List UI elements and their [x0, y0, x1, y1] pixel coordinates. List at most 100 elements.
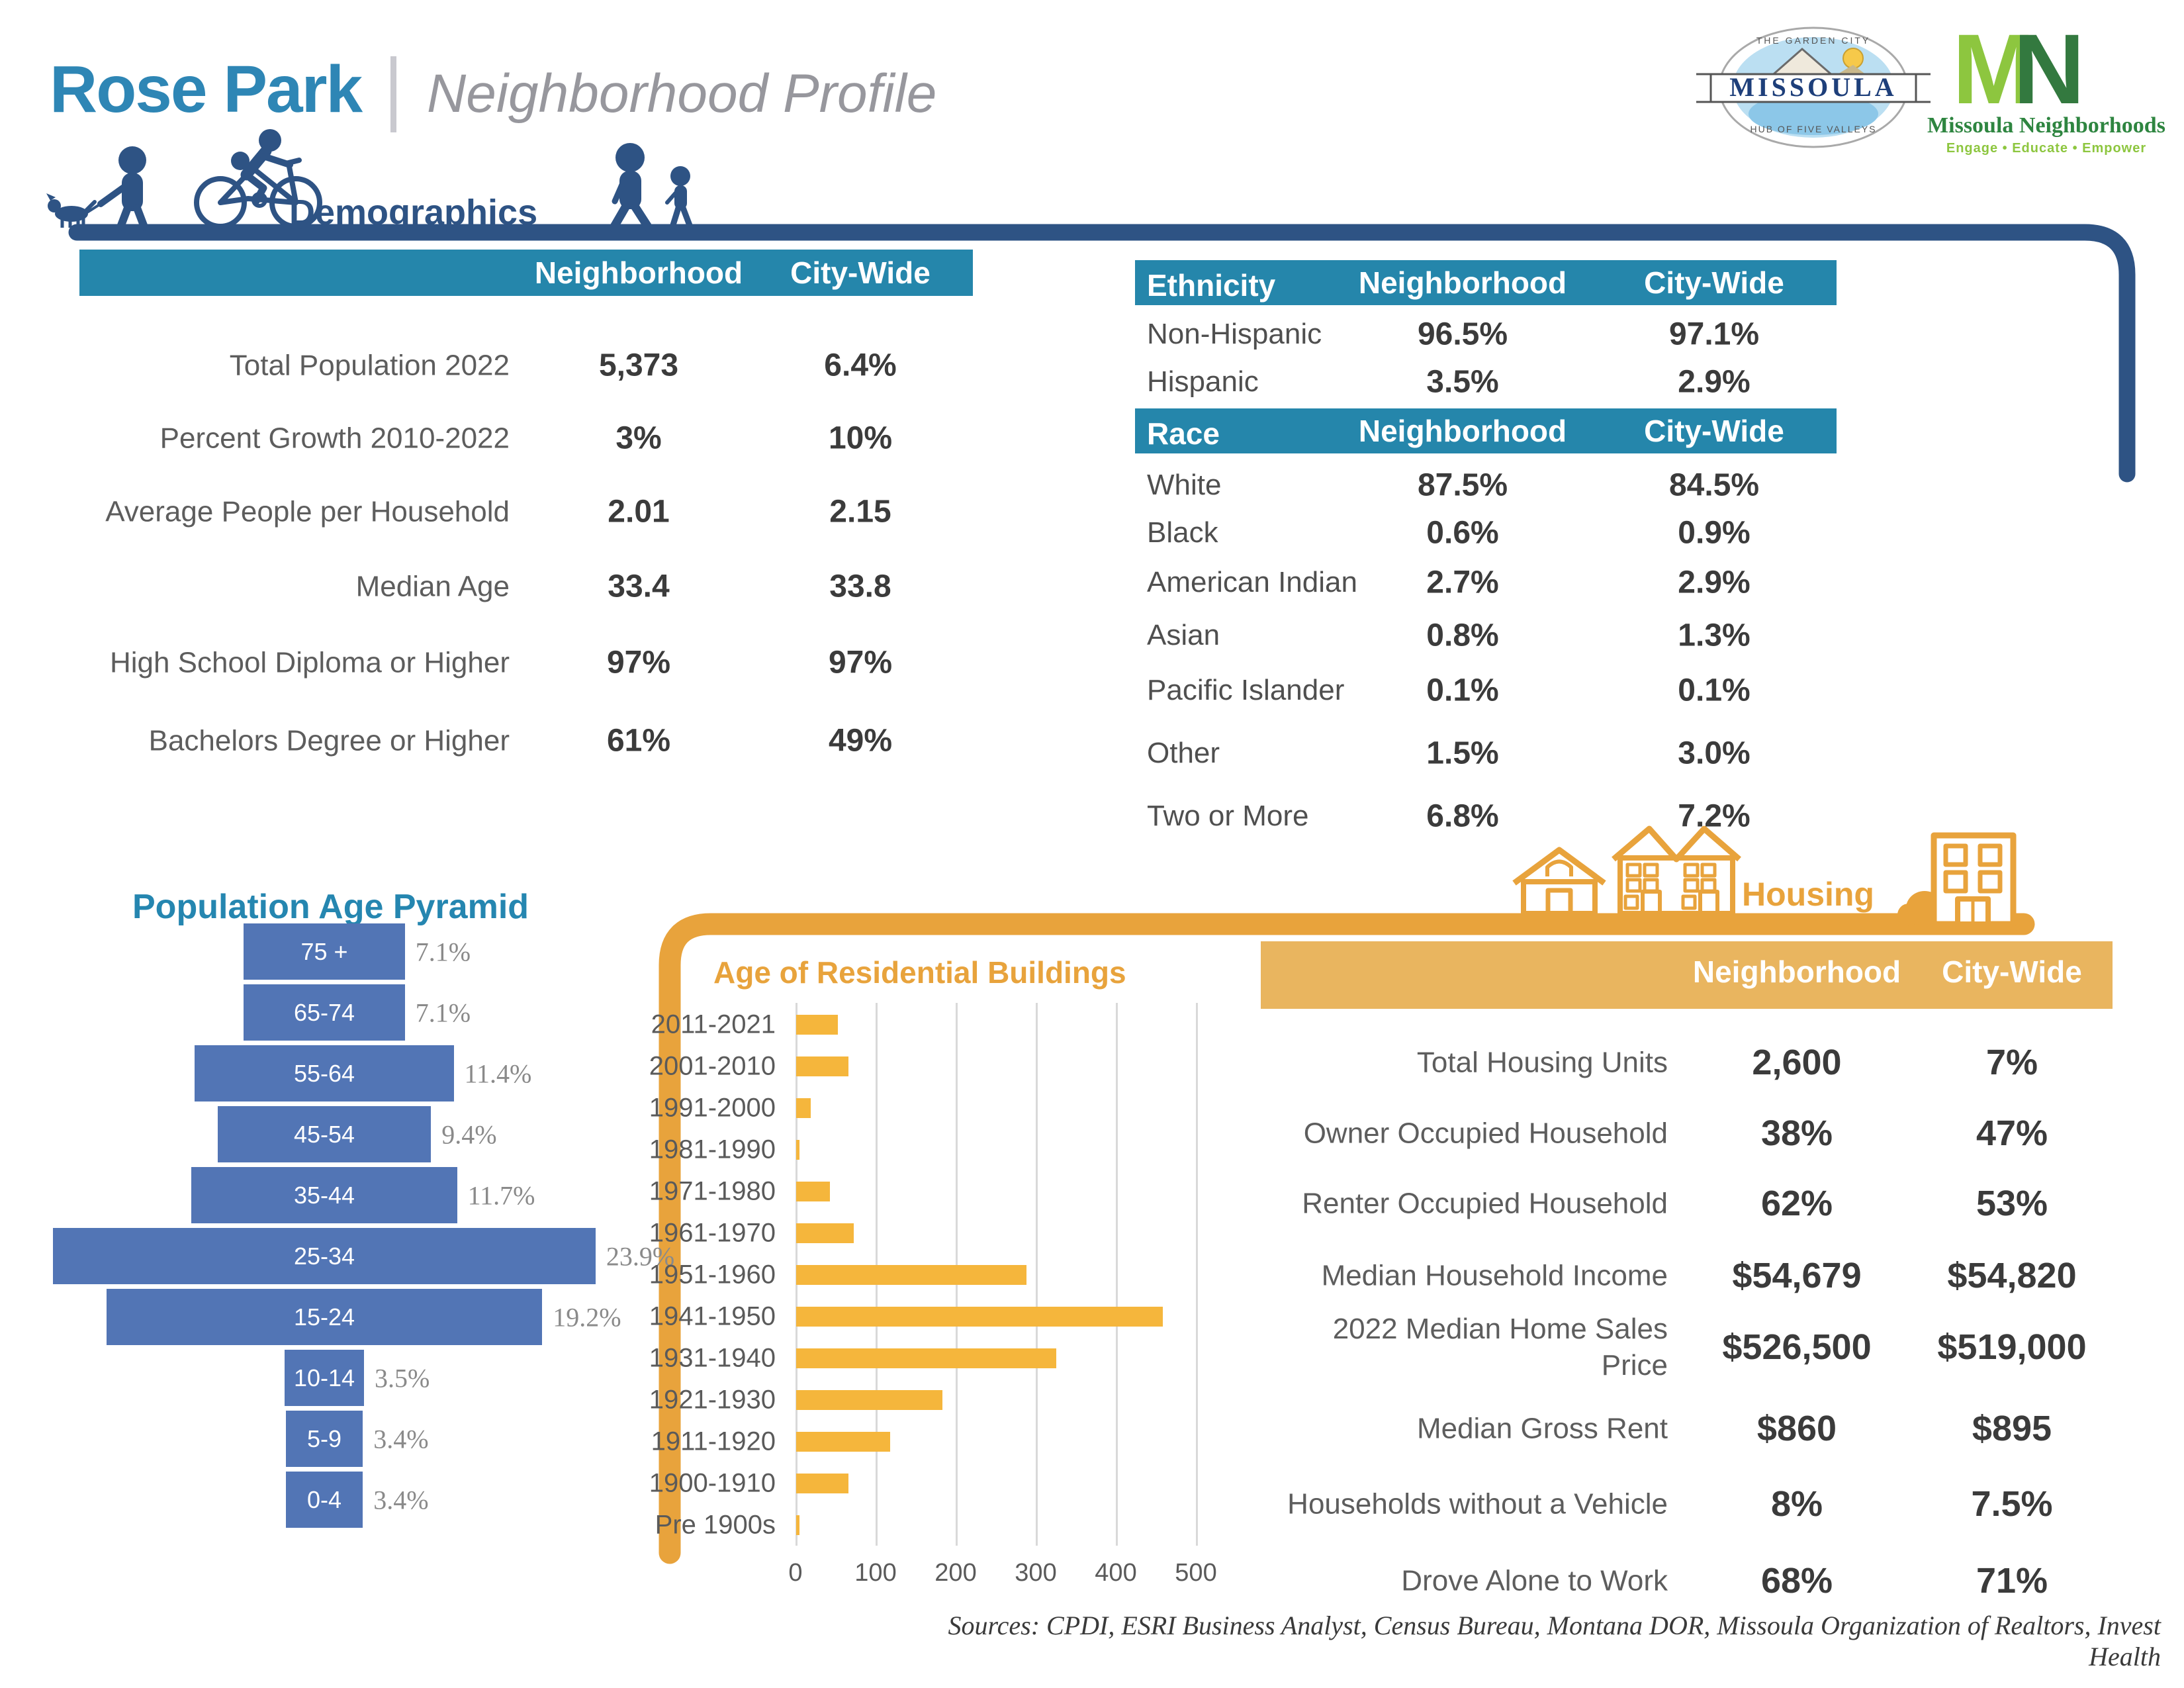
chart-gridline	[1196, 1003, 1198, 1546]
chart-category-label: 1921-1930	[649, 1385, 776, 1415]
race-neighborhood-value: 6.8%	[1426, 798, 1499, 834]
chart-bar	[796, 1140, 799, 1160]
chart-bar	[796, 1307, 1163, 1327]
pyramid-bar-percent: 9.4%	[441, 1119, 497, 1149]
race-citywide-value: 7.2%	[1678, 798, 1751, 834]
demographics-citywide-value: 49%	[828, 723, 893, 759]
pyramid-bar-label: 10-14	[293, 1364, 355, 1391]
housing-citywide-value: $895	[1972, 1409, 2052, 1448]
demographics-neighborhood-value: 3%	[615, 420, 662, 456]
race-neighborhood-value: 2.7%	[1426, 565, 1499, 600]
demographics-row-label: Percent Growth 2010-2022	[159, 422, 510, 455]
chart-category-label: 2011-2021	[651, 1009, 776, 1039]
chart-x-tick: 100	[854, 1559, 897, 1587]
pyramid-bar: 35-44	[191, 1167, 457, 1223]
chart-category-label: 1941-1950	[649, 1301, 776, 1331]
demographics-neighborhood-value: 33.4	[608, 569, 670, 604]
chart-bar	[796, 1223, 854, 1243]
missoula-neighborhoods-logo: M N Missoula Neighborhoods Engage • Educ…	[1927, 13, 2165, 156]
pyramid-bar-label: 0-4	[306, 1485, 341, 1513]
cyclist-icon	[194, 129, 322, 229]
housing-pipe-border	[659, 913, 2035, 1564]
chart-category-label: 1900-1910	[649, 1468, 776, 1498]
demographics-row-label: High School Diploma or Higher	[109, 646, 510, 679]
pyramid-bar: 45-54	[217, 1106, 432, 1162]
housing-col-citywide: City-Wide	[1942, 955, 2082, 989]
pyramid-bar: 25-34	[53, 1228, 596, 1284]
pyramid-bar-label: 15-24	[293, 1303, 355, 1331]
housing-neighborhood-value: $54,679	[1732, 1256, 1862, 1295]
chart-gridline	[1036, 1003, 1038, 1546]
chart-gridline	[1116, 1003, 1118, 1546]
chart-category-label: 1951-1960	[649, 1260, 776, 1289]
housing-neighborhood-value: 38%	[1760, 1113, 1833, 1153]
chart-category-label: 1981-1990	[649, 1135, 776, 1164]
housing-neighborhood-value: $526,500	[1722, 1327, 1872, 1367]
ethnicity-row-label: Hispanic	[1147, 365, 1259, 398]
svg-text:Engage • Educate • Empower: Engage • Educate • Empower	[1946, 141, 2146, 156]
svg-text:Missoula Neighborhoods: Missoula Neighborhoods	[1927, 113, 2165, 138]
pyramid-bar-label: 35-44	[293, 1181, 355, 1209]
race-citywide-value: 0.1%	[1678, 673, 1751, 708]
housing-neighborhood-value: $860	[1756, 1409, 1837, 1448]
chart-category-label: 1971-1980	[649, 1176, 776, 1206]
demographics-row-label: Average People per Household	[105, 495, 510, 528]
section-label-housing: Housing	[1742, 876, 1874, 913]
chart-bar	[796, 1515, 799, 1535]
demographics-neighborhood-value: 5,373	[598, 348, 679, 383]
chart-bar	[796, 1015, 838, 1035]
race-row-label: White	[1147, 469, 1222, 501]
chart-category-label: 2001-2010	[649, 1051, 776, 1081]
pyramid-bar-percent: 7.1%	[415, 998, 471, 1027]
dog-walker-icon	[46, 146, 148, 231]
pyramid-bar-percent: 3.4%	[373, 1485, 429, 1515]
chart-bar	[796, 1390, 943, 1410]
race-header-label: Race	[1147, 416, 1220, 451]
race-col-neighborhood: Neighborhood	[1358, 414, 1567, 448]
ethnicity-col-neighborhood: Neighborhood	[1358, 265, 1567, 300]
pyramid-bar: 65-74	[244, 984, 405, 1041]
chart-bar	[796, 1056, 848, 1076]
chart-x-tick: 200	[934, 1559, 977, 1587]
housing-citywide-value: 53%	[1976, 1184, 2048, 1223]
race-row-label: Other	[1147, 737, 1220, 769]
housing-citywide-value: 7%	[1985, 1043, 2038, 1082]
chart-category-label: 1931-1940	[649, 1343, 776, 1373]
race-row-label: Asian	[1147, 619, 1220, 651]
ethnicity-neighborhood-value: 3.5%	[1426, 364, 1499, 400]
demographics-row-label: Total Population 2022	[229, 349, 510, 382]
pyramid-bar: 10-14	[284, 1350, 365, 1406]
chart-bar	[796, 1474, 848, 1493]
race-citywide-value: 2.9%	[1678, 565, 1751, 600]
pyramid-bar-percent: 3.4%	[373, 1424, 429, 1454]
race-citywide-value: 1.3%	[1678, 618, 1751, 653]
chart-bar	[796, 1182, 830, 1201]
housing-row-label: 2022 Median Home Sales Price	[1332, 1313, 1668, 1382]
race-table-header: Race Neighborhood City-Wide	[1135, 408, 1837, 453]
housing-citywide-value: 7.5%	[1971, 1484, 2053, 1524]
svg-text:THE GARDEN CITY: THE GARDEN CITY	[1756, 35, 1871, 46]
chart-category-label: Pre 1900s	[655, 1510, 776, 1540]
race-row-label: American Indian	[1147, 566, 1357, 598]
housing-row-label: Owner Occupied Household	[1303, 1117, 1668, 1150]
pyramid-bar-label: 25-34	[293, 1242, 355, 1270]
demographics-neighborhood-value: 61%	[606, 723, 671, 759]
housing-neighborhood-value: 68%	[1760, 1561, 1833, 1601]
pyramid-bar-percent: 11.4%	[464, 1058, 532, 1088]
apartment-building-icon	[1931, 832, 2017, 927]
pyramid-bar-percent: 23.9%	[606, 1241, 675, 1271]
housing-row-label: Total Housing Units	[1416, 1046, 1668, 1079]
chart-category-label: 1991-2000	[649, 1093, 776, 1123]
pyramid-bar: 55-64	[195, 1045, 454, 1102]
pyramid-bar-percent: 19.2%	[553, 1302, 621, 1332]
housing-citywide-value: $54,820	[1947, 1256, 2077, 1295]
missoula-city-logo: THE GARDEN CITY MISSOULA HUB OF FIVE VAL…	[1696, 26, 1931, 148]
pyramid-bar: 15-24	[106, 1289, 543, 1345]
pyramid-bar: 0-4	[285, 1472, 363, 1528]
housing-row-label: Median Gross Rent	[1416, 1412, 1668, 1445]
chart-x-tick: 400	[1095, 1559, 1137, 1587]
buildings-chart-title: Age of Residential Buildings	[713, 955, 1126, 990]
race-neighborhood-value: 0.6%	[1426, 515, 1499, 551]
